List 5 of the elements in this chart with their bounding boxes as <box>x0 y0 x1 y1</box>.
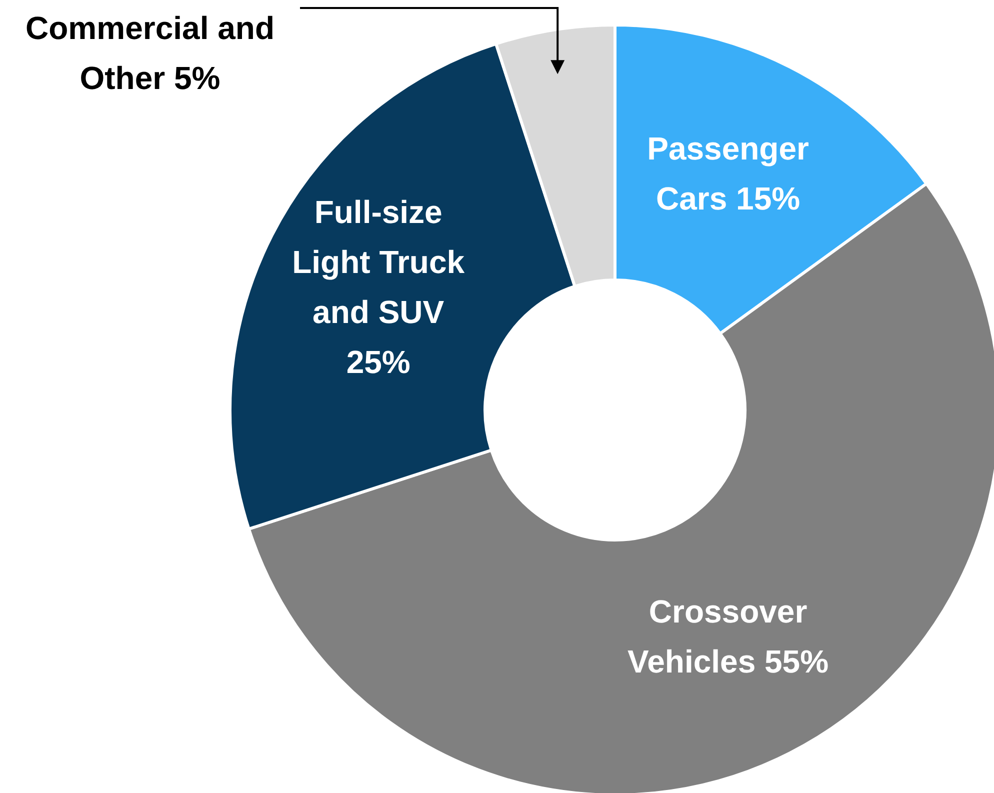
slice-label: Passenger Cars 15% <box>647 130 809 216</box>
data-label: 25% <box>346 344 410 380</box>
slice-label: Crossover Vehicles 55% <box>628 594 829 680</box>
slice-label: Commercial and Other 5% <box>26 10 274 96</box>
slice-label: Full-size Light Truck and SUV <box>292 194 465 330</box>
